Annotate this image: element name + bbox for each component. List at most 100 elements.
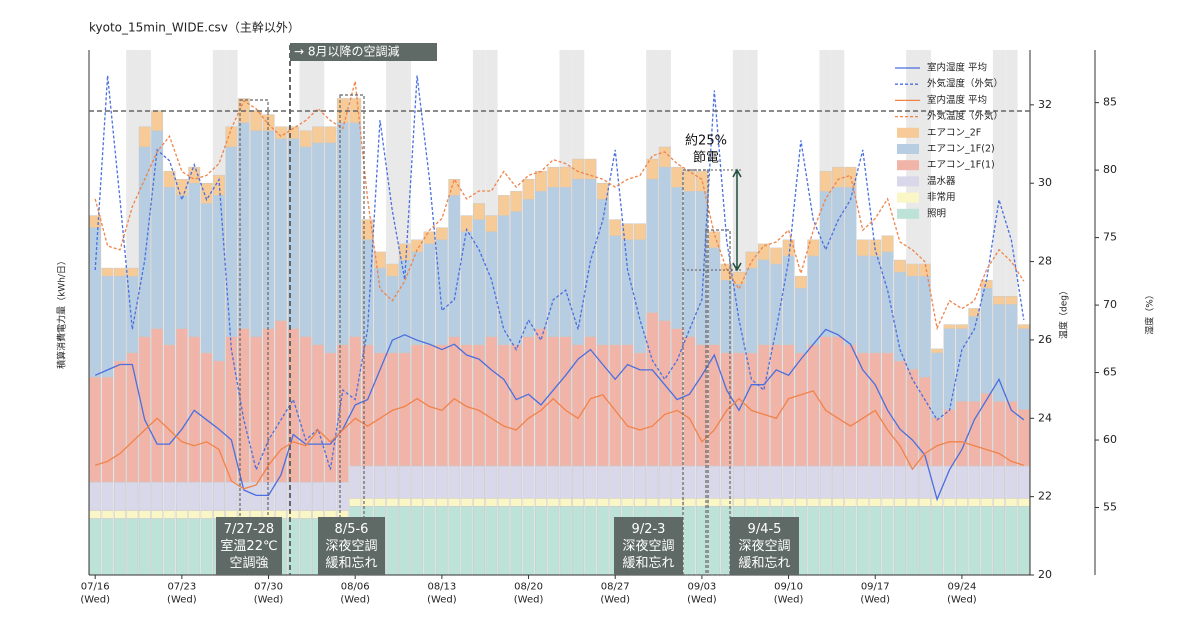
x-tick-label: 07/23 (Wed) [167,582,197,606]
bar-segment [510,191,523,212]
bar-segment [510,506,523,576]
bar-segment [411,251,424,346]
bar-segment [114,267,126,277]
bar-segment [881,498,894,507]
bar-segment [175,510,188,519]
bar-segment [312,344,324,483]
bar-segment [745,498,758,507]
bar-segment [906,263,919,277]
bar-segment [572,344,585,467]
bar-segment [894,360,906,467]
annotation: 9/4-5 深夜空調緩和忘れ [738,522,790,571]
bar-segment [497,506,510,576]
y2-tick-label: 24 [1038,411,1052,424]
bar-segment [980,288,993,394]
bar-segment [757,243,770,261]
bar-segment [126,510,139,519]
bar-segment [795,275,807,289]
bar-segment [349,498,362,507]
bar-segment [856,465,869,499]
bar-segment [980,393,993,467]
bar-segment [138,510,151,519]
bar-segment [435,465,448,499]
bar-segment [646,158,659,180]
bar-segment [175,328,188,483]
y-axis-label: 積算消費電力量（kWh/日） [56,256,68,369]
bar-segment [485,506,498,576]
bar-segment [200,203,213,354]
bar-segment [547,336,560,467]
bar-segment [572,506,585,576]
bar-segment [101,267,114,277]
bar-segment [473,465,485,499]
x-tick-label: 09/24 (Wed) [947,582,977,606]
bar-segment [795,352,807,467]
bar-segment [634,498,646,507]
bar-segment [918,263,931,277]
bar-segment [955,465,968,499]
bar-segment [584,498,597,507]
bar-segment [720,498,733,507]
bar-segment [1017,465,1030,499]
bar-segment [770,465,783,499]
x-tick-label: 08/20 (Wed) [514,582,544,606]
bar-segment [510,344,523,467]
annotation: 8/5-6 深夜空調緩和忘れ [325,522,377,571]
bar-segment [596,465,609,499]
bar-segment [795,465,807,499]
bar-segment [114,360,126,483]
bar-segment [225,336,238,483]
y3-tick-label: 75 [1103,231,1117,244]
bar-segment [819,465,832,499]
bar-segment [559,187,572,337]
bar-segment [869,465,882,499]
x-tick-label: 09/03 (Wed) [687,582,717,606]
bar-segment [683,336,696,467]
bar-segment [980,465,993,499]
bar-segment [943,409,956,467]
legend-swatch [897,176,919,187]
bar-segment [621,239,634,346]
bar-segment [931,348,944,354]
bar-segment [584,506,597,576]
bar-segment [485,465,498,499]
bar-segment [411,239,424,253]
bar-segment [101,275,114,378]
bar-segment [497,215,510,346]
bar-segment [138,336,151,483]
bar-segment [188,183,201,337]
bar-segment [671,187,684,329]
bar-segment [312,126,324,144]
legend-label: エアコン_1F(1) [927,160,995,171]
bar-segment [572,158,585,180]
bar-segment [411,498,424,507]
bar-segment [274,481,287,511]
bar-segment [1005,304,1018,402]
bar-segment [398,243,411,261]
bar-segment [658,465,671,499]
bar-segment [510,465,523,499]
bar-segment [423,243,436,346]
bar-segment [832,166,845,188]
bar-segment [968,465,981,499]
x-tick-label: 09/10 (Wed) [774,582,804,606]
bar-segment [497,344,510,467]
legend-label: 室内温度 平均 [927,94,987,106]
bar-segment [101,518,114,576]
bar-segment [522,506,535,576]
bar-segment [671,465,684,499]
bar-segment [126,352,139,483]
bar-segment [844,465,857,499]
annotation-box [216,517,282,575]
bar-segment [955,328,968,402]
bar-segment [151,510,164,519]
bar-segment [671,166,684,188]
bar-segment [423,465,436,499]
bar-segment [621,344,634,467]
bar-segment [683,498,696,507]
bar-segment [832,187,845,337]
bar-segment [213,195,225,362]
bar-segment [448,178,461,196]
bar-segment [782,255,795,346]
x-tick-label: 08/13 (Wed) [427,582,457,606]
